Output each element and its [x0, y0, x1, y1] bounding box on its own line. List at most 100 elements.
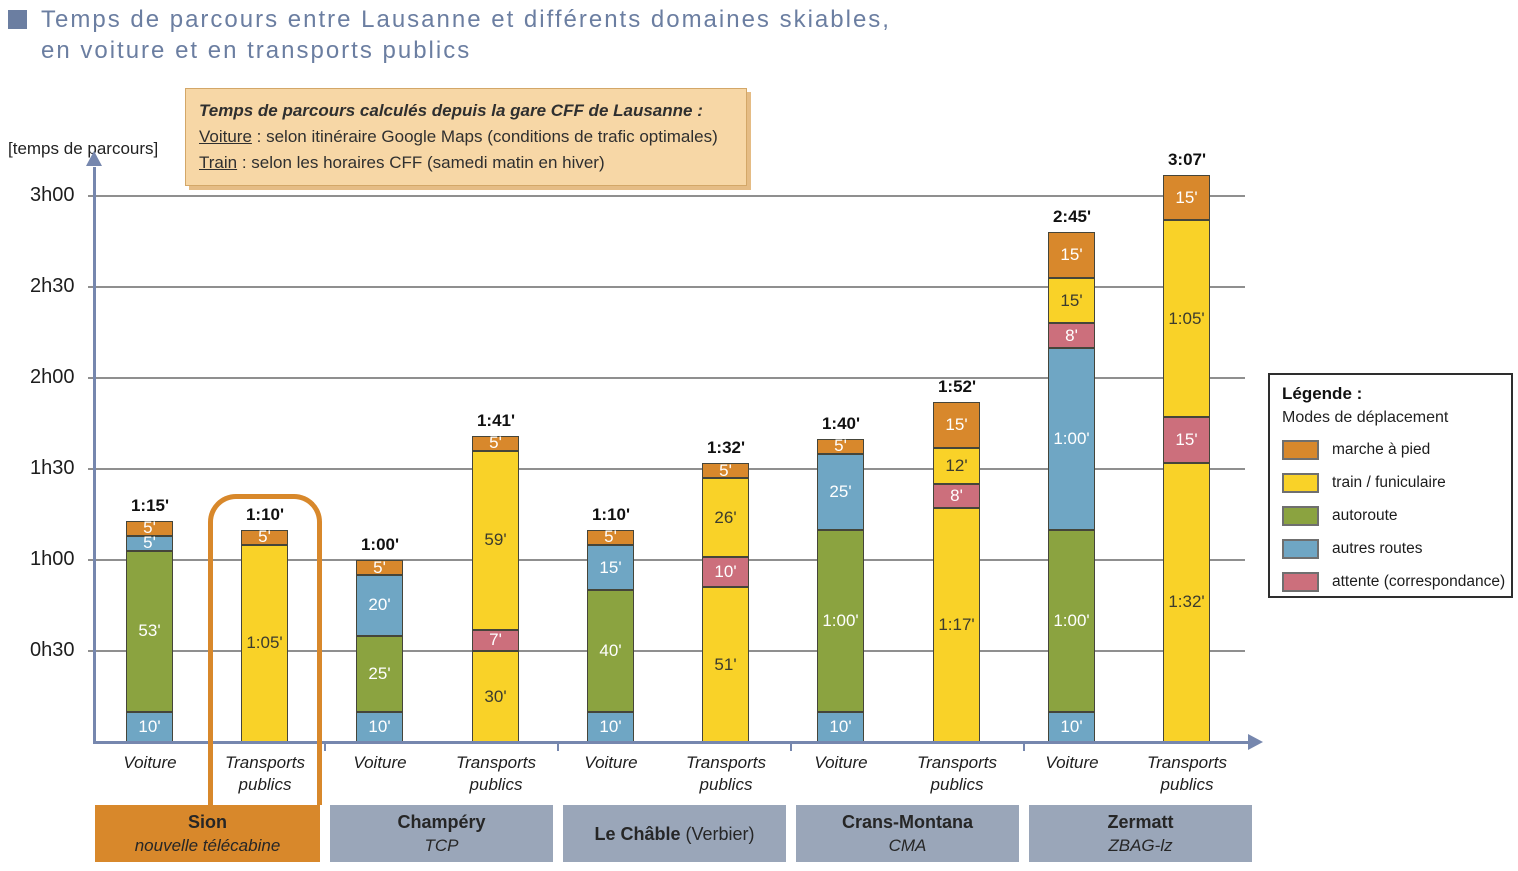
- segment-road: 10': [1048, 711, 1095, 742]
- legend-title: Légende :: [1282, 384, 1363, 403]
- bar-total-label: 1:52': [937, 377, 977, 397]
- note-line-train: Train : selon les horaires CFF (samedi m…: [199, 150, 733, 176]
- x-axis-arrow-icon: [1248, 734, 1263, 750]
- bar-axis-label-line: publics: [469, 775, 523, 794]
- legend-item-wait: attente (correspondance): [1282, 572, 1505, 592]
- segment-walk: 5': [126, 518, 173, 537]
- y-tick-label: 2h00: [30, 366, 75, 388]
- bar-axis-label: Transports publics: [1127, 752, 1247, 796]
- y-axis-line: [93, 167, 96, 744]
- bar-axis-label-line: Voiture: [123, 753, 177, 772]
- bar-axis-label-line: Transports: [917, 753, 997, 772]
- bar-axis-label: Transports publics: [205, 752, 325, 796]
- note-train-label: Train: [199, 153, 238, 172]
- x-axis-group-tick: [557, 742, 559, 751]
- bar-axis-label-line: Transports: [225, 753, 305, 772]
- legend-label: train / funiculaire: [1332, 474, 1446, 491]
- legend: Légende : Modes de déplacement marche à …: [1268, 373, 1513, 598]
- bar-axis-label-line: publics: [1160, 775, 1214, 794]
- legend-items: marche à pied train / funiculaire autorout…: [1282, 440, 1505, 592]
- legend-label: autres routes: [1332, 540, 1423, 557]
- gridline: [88, 377, 1245, 379]
- bar-axis-label: Voiture: [90, 752, 210, 774]
- legend-item-train: train / funiculaire: [1282, 473, 1499, 493]
- segment-road: 15': [587, 544, 634, 591]
- bar-axis-label: Voiture: [551, 752, 671, 774]
- legend-item-walk: marche à pied: [1282, 440, 1499, 460]
- bar-axis-label: Voiture: [781, 752, 901, 774]
- group-name: Zermatt: [1107, 812, 1174, 832]
- segment-highway: 25': [356, 635, 403, 712]
- group-name: Le Châble (Verbier): [594, 823, 755, 844]
- segment-wait: 15': [1163, 417, 1210, 463]
- segment-road: 5': [126, 533, 173, 552]
- segment-train: 1:05': [1163, 220, 1210, 418]
- group-name: Crans-Montana: [841, 812, 973, 832]
- segment-walk: 5': [241, 527, 288, 546]
- segment-road: 10': [817, 711, 864, 742]
- segment-highway: 1:00': [817, 529, 864, 712]
- title-bullet-icon: [8, 10, 27, 29]
- segment-road: 1:00': [1048, 347, 1095, 530]
- group-box-crans-montana: Crans-Montana CMA: [796, 805, 1019, 862]
- group-box-sion: Sion nouvelle télécabine: [95, 805, 320, 862]
- highlight-outline: [208, 494, 322, 805]
- bar-axis-label: Voiture: [320, 752, 440, 774]
- bar-total-label: 1:10': [245, 504, 285, 524]
- segment-train: 30': [472, 651, 519, 742]
- segment-highway: 40': [587, 590, 634, 712]
- bar-axis-label-line: Voiture: [353, 753, 407, 772]
- bar-axis-label-line: publics: [238, 775, 292, 794]
- group-name: Sion: [188, 812, 227, 832]
- legend-label: attente (correspondance): [1332, 573, 1506, 590]
- segment-road: 10': [587, 711, 634, 742]
- title-line1: Temps de parcours entre Lausanne et diff…: [41, 6, 891, 33]
- note-box: Temps de parcours calculés depuis la gar…: [185, 88, 747, 186]
- gridline: [88, 195, 1245, 197]
- y-tick-label: 1h30: [30, 457, 75, 479]
- note-heading: Temps de parcours calculés depuis la gar…: [199, 101, 703, 120]
- y-tick-label: 3h00: [30, 184, 75, 206]
- bar-total-label: 1:40': [821, 413, 861, 433]
- y-axis-arrow-icon: [86, 151, 102, 166]
- segment-train: 1:32': [1163, 462, 1210, 742]
- bar-total-label: 1:00': [360, 535, 400, 554]
- group-subtitle: nouvelle télécabine: [134, 836, 281, 855]
- segment-train: 1:05': [241, 544, 288, 742]
- title-line2: en voiture et en transports publics: [41, 37, 472, 64]
- y-tick-label: 0h30: [30, 639, 75, 661]
- bar-total-label: 1:15': [130, 495, 170, 515]
- gridline: [88, 468, 1245, 470]
- bar-axis-label-line: Transports: [1147, 753, 1227, 772]
- x-axis-line: [93, 741, 1251, 744]
- group-subtitle: CMA: [888, 836, 927, 855]
- gridline: [88, 286, 1245, 288]
- segment-train: 51': [702, 587, 749, 742]
- segment-wait: 10': [702, 556, 749, 588]
- bar-axis-label: Transports publics: [436, 752, 556, 796]
- group-name: Champéry: [397, 812, 486, 832]
- x-axis-group-tick: [790, 742, 792, 751]
- x-axis-group-tick: [1023, 742, 1025, 751]
- segment-walk: 5': [472, 433, 519, 452]
- segment-train: 12': [933, 447, 980, 485]
- segment-train: 59': [472, 450, 519, 630]
- legend-item-road: autres routes: [1282, 539, 1499, 559]
- y-axis-label: [temps de parcours]: [8, 139, 159, 158]
- segment-wait: 7': [472, 629, 519, 651]
- legend-swatch-road: [1282, 539, 1319, 559]
- bar-axis-label-line: Voiture: [814, 753, 868, 772]
- bar-axis-label-line: Voiture: [584, 753, 638, 772]
- group-subtitle: TCP: [424, 836, 459, 855]
- segment-walk: 5': [702, 461, 749, 480]
- legend-item-highway: autoroute: [1282, 506, 1499, 526]
- bar-axis-label-line: Transports: [686, 753, 766, 772]
- group-box-le-ch-ble: Le Châble (Verbier): [563, 805, 786, 862]
- segment-highway: 53': [126, 550, 173, 712]
- y-tick-label: 2h30: [30, 275, 75, 297]
- note-train-text: : selon les horaires CFF (samedi matin e…: [237, 153, 605, 172]
- note-line-voiture: Voiture : selon itinéraire Google Maps (…: [199, 124, 733, 150]
- group-box-zermatt: Zermatt ZBAG-lz: [1029, 805, 1252, 862]
- bar-total-label: 2:45': [1052, 207, 1092, 227]
